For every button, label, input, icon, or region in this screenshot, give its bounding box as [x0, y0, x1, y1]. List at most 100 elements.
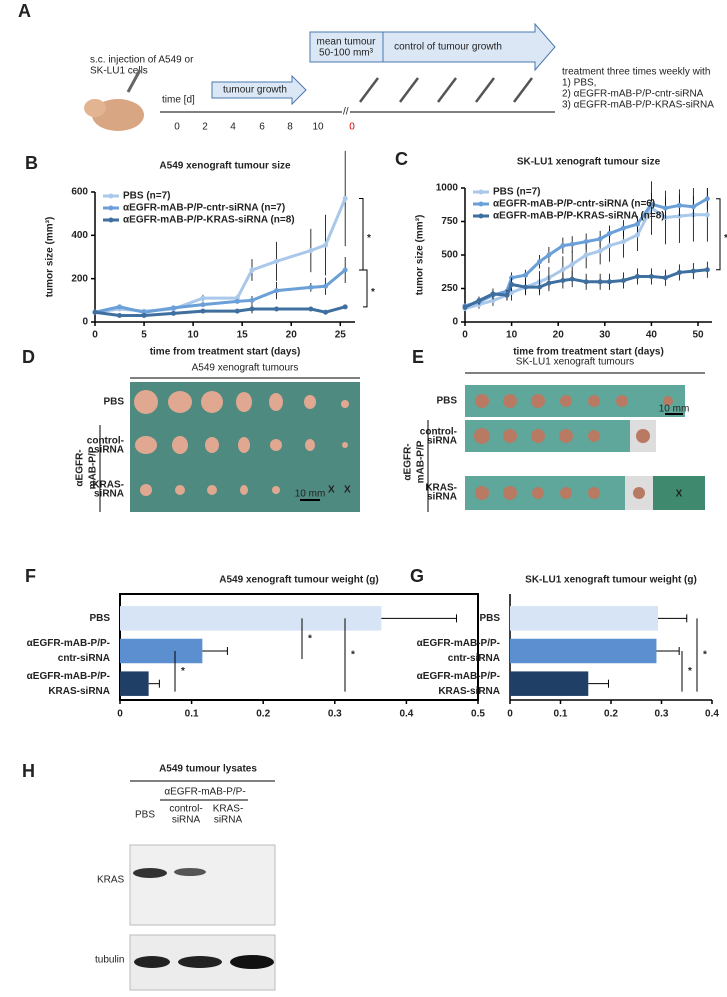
injection-text: s.c. injection of A549 or [90, 55, 194, 66]
x-tick-label: 0.3 [655, 709, 669, 720]
point [200, 308, 206, 314]
y-tick-label: αEGFR-mAB-P/P- [27, 638, 110, 649]
significance-bracket [716, 198, 721, 271]
y-tick-label: 1000 [436, 183, 459, 194]
legend-swatch [478, 189, 484, 195]
point [662, 205, 668, 211]
point [662, 275, 668, 281]
row-label: PBS [103, 397, 124, 408]
point [200, 295, 206, 301]
point [597, 236, 603, 242]
bar [120, 606, 382, 631]
y-tick-label: αEGFR-mAB-P/P- [27, 671, 110, 682]
band-label: KRAS [97, 875, 125, 886]
chart-title: SK-LU1 xenograft tumour size [517, 157, 661, 168]
x-tick-label: 10 [506, 330, 518, 341]
tumour [240, 485, 248, 495]
y-tick-label: 0 [82, 317, 88, 328]
bar [510, 638, 657, 664]
y-axis-label: tumor size (mm³) [415, 215, 426, 296]
point [274, 288, 280, 294]
legend-label: αEGFR-mAB-P/P-cntr-siRNA (n=6) [493, 199, 655, 210]
point [274, 306, 280, 312]
point [560, 267, 566, 273]
point [323, 309, 329, 315]
group-label: αEGFR- [403, 443, 414, 480]
legend-label: PBS (n=7) [493, 187, 541, 198]
x-tick-label: 0.2 [256, 709, 270, 720]
point [704, 267, 710, 273]
point [583, 252, 589, 258]
point [249, 306, 255, 312]
syringe [513, 77, 533, 103]
phase-label: 50-100 mm³ [319, 48, 374, 59]
phase-label: mean tumour [317, 37, 377, 48]
x-tick-label: 15 [237, 330, 249, 341]
tumour [201, 391, 223, 413]
panel-label: G [410, 566, 424, 586]
chart-title: A549 xenograft tumour weight (g) [219, 575, 378, 586]
x-tick-label: 20 [286, 330, 298, 341]
point [490, 291, 496, 297]
x-tick-label: 20 [553, 330, 565, 341]
y-tick-label: 250 [441, 283, 458, 294]
group-label: αEGFR-mAB-P/P- [164, 787, 245, 798]
point [476, 298, 482, 304]
tumour [272, 486, 280, 494]
row-label: siRNA [94, 445, 124, 456]
significance-label: * [351, 650, 355, 661]
point [583, 279, 589, 285]
point [634, 273, 640, 279]
point [569, 261, 575, 267]
treatment-day: 0 [349, 122, 355, 133]
point [274, 258, 280, 264]
y-tick-label: cntr-siRNA [58, 653, 110, 664]
panel-label: A [18, 1, 31, 21]
photo [465, 385, 685, 417]
point [141, 313, 147, 318]
x-axis-label: time from treatment start (days) [513, 347, 664, 358]
bar [120, 671, 149, 696]
treatment-text: treatment three times weekly with [562, 67, 710, 78]
significance-label: * [308, 633, 312, 644]
significance-label: * [371, 287, 375, 298]
point [648, 201, 654, 207]
arrow [211, 74, 307, 106]
arrow [309, 22, 556, 72]
panel-label: C [395, 149, 408, 169]
y-tick-label: αEGFR-mAB-P/P- [417, 671, 500, 682]
x-tick-label: 50 [692, 330, 704, 341]
row-label: siRNA [427, 436, 457, 447]
point [597, 279, 603, 285]
y-tick-label: PBS [479, 613, 500, 624]
y-tick-label: 400 [71, 230, 88, 241]
tumour [342, 442, 348, 448]
point [537, 284, 543, 290]
legend-label: PBS (n=7) [123, 191, 171, 202]
legend-swatch [478, 201, 484, 207]
row-labels: PBS control- siRNA KRAS- siRNA [420, 396, 458, 503]
y-tick-label: αEGFR-mAB-P/P- [417, 638, 500, 649]
bar [510, 671, 589, 696]
group-label: mAB-P/P [416, 440, 427, 483]
syringe [399, 77, 419, 103]
panel-label: H [22, 761, 35, 781]
legend-label: αEGFR-mAB-P/P-KRAS-siRNA (n=8) [493, 211, 665, 222]
significance-label: * [703, 650, 707, 661]
phase-label: tumour growth [223, 85, 287, 96]
panel-a: A s.c. injection of A549 or SK-LU1 cells… [18, 1, 714, 133]
x-tick-label: 0.2 [604, 709, 618, 720]
row-label: siRNA [427, 492, 457, 503]
missing-mark: X [676, 489, 683, 500]
point [569, 276, 575, 282]
panel-title: A549 xenograft tumours [192, 363, 299, 374]
syringe [475, 77, 495, 103]
row-label: control- [420, 427, 457, 438]
tumour [207, 485, 217, 495]
point [170, 305, 176, 311]
tumour [305, 439, 315, 451]
day: 0 [174, 122, 180, 133]
row-label: control- [87, 436, 124, 447]
point [634, 221, 640, 227]
point [676, 202, 682, 208]
